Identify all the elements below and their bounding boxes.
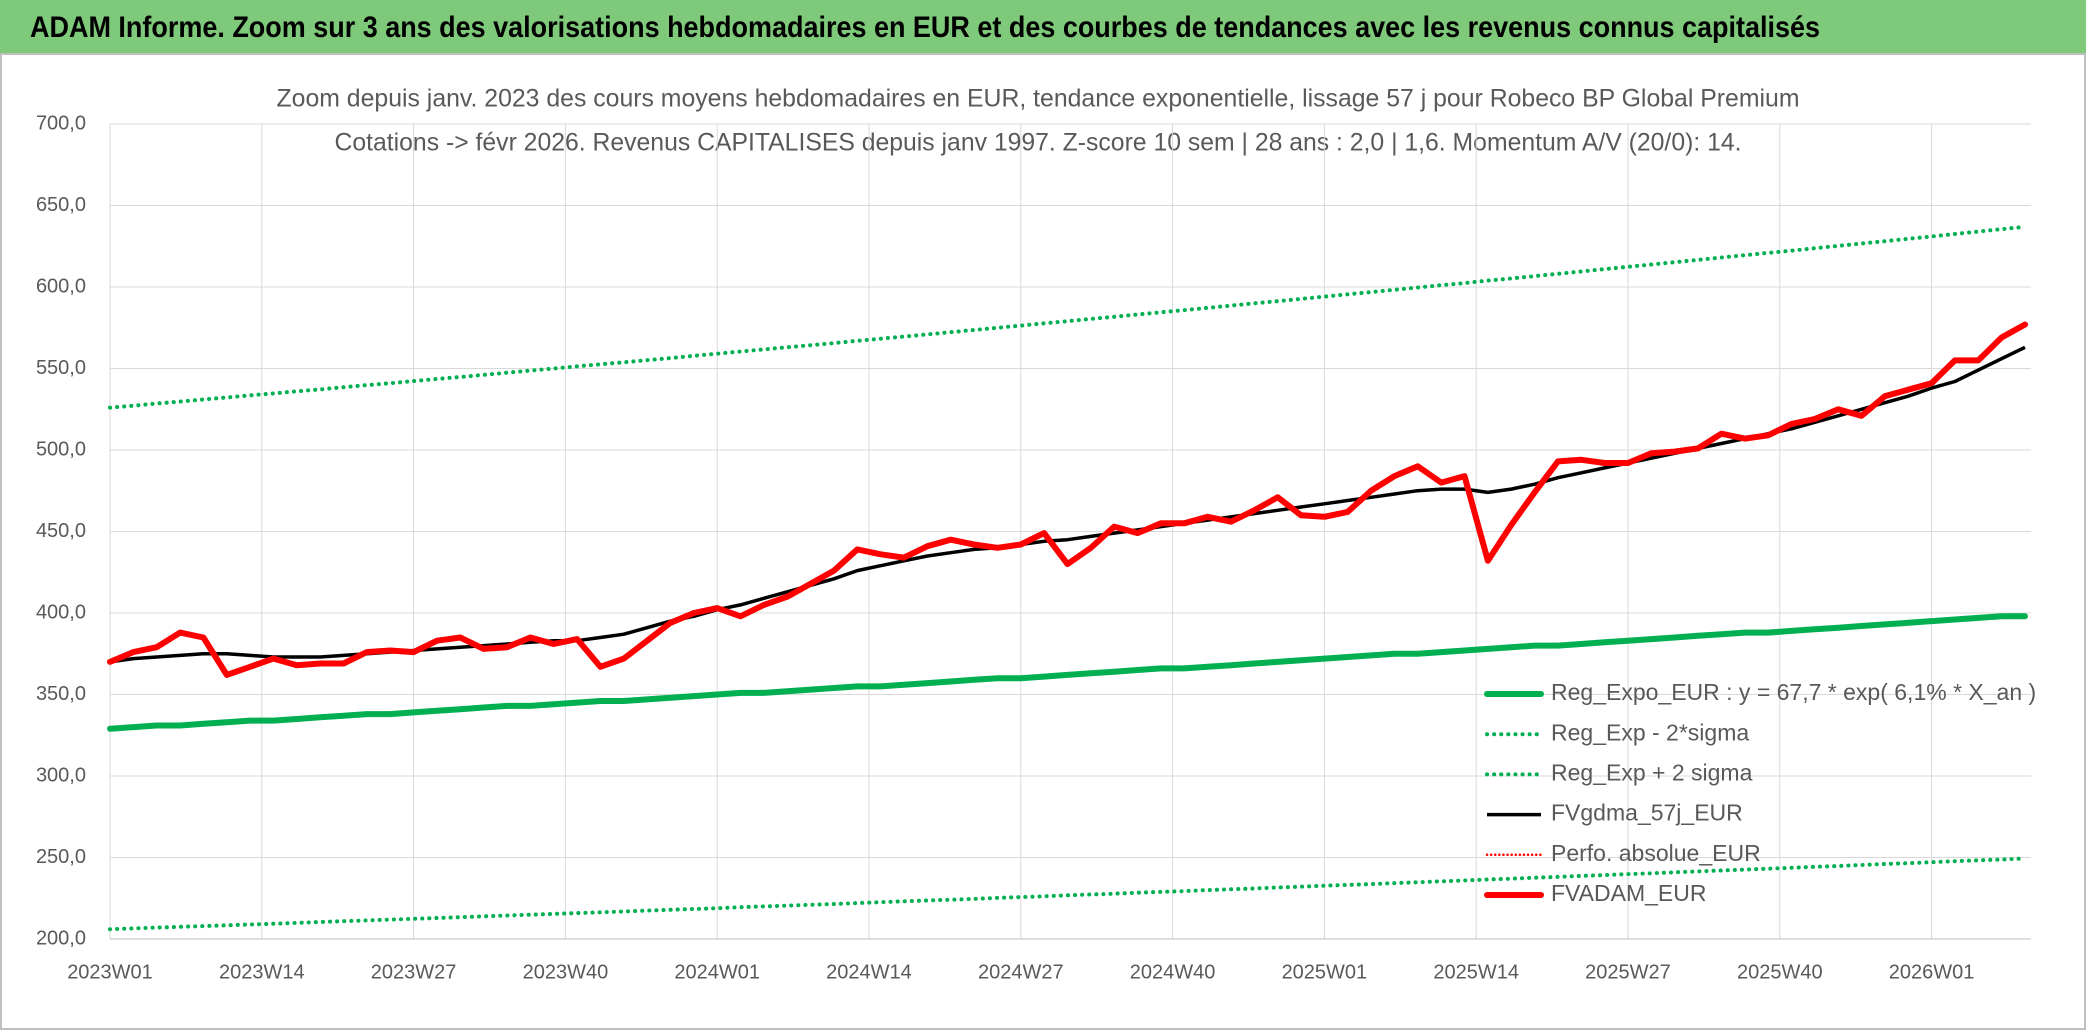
series-line — [107, 321, 2028, 678]
x-tick-label: 2024W40 — [1130, 961, 1216, 983]
x-tick-label: 2023W14 — [219, 961, 305, 983]
x-tick-label: 2025W40 — [1737, 961, 1823, 983]
x-tick-label: 2025W01 — [1282, 961, 1368, 983]
page-title: ADAM Informe. Zoom sur 3 ans des valoris… — [30, 11, 1820, 44]
y-tick-label: 300,0 — [36, 764, 86, 786]
subtitle: Cotations -> févr 2026. Revenus CAPITALI… — [335, 129, 1742, 157]
y-tick-label: 400,0 — [36, 601, 86, 623]
legend-label: Reg_Exp - 2*sigma — [1551, 719, 1749, 745]
x-tick-label: 2024W27 — [978, 961, 1064, 983]
x-tick-label: 2023W40 — [523, 961, 609, 983]
y-tick-label: 700,0 — [36, 112, 86, 134]
y-tick-label: 250,0 — [36, 846, 86, 868]
x-tick-label: 2024W14 — [826, 961, 912, 983]
legend-label: Reg_Expo_EUR : y = 67,7 * exp( 6,1% * X_… — [1551, 679, 2036, 705]
legend-label: FVgdma_57j_EUR — [1551, 800, 1743, 826]
x-tick-label: 2025W14 — [1433, 961, 1519, 983]
y-tick-label: 650,0 — [36, 194, 86, 216]
y-tick-label: 600,0 — [36, 275, 86, 297]
x-tick-label: 2023W01 — [67, 961, 153, 983]
subtitle: Zoom depuis janv. 2023 des cours moyens … — [277, 85, 1800, 113]
x-tick-label: 2026W01 — [1889, 961, 1975, 983]
y-tick-label: 550,0 — [36, 357, 86, 379]
series-line — [108, 856, 2027, 932]
y-tick-label: 200,0 — [36, 927, 86, 949]
legend-label: Reg_Exp + 2 sigma — [1551, 759, 1753, 785]
series-line — [107, 613, 2028, 732]
legend: Reg_Expo_EUR : y = 67,7 * exp( 6,1% * X_… — [1484, 679, 2036, 906]
x-tick-label: 2025W27 — [1585, 961, 1671, 983]
x-tick-label: 2023W27 — [371, 961, 457, 983]
legend-label: FVADAM_EUR — [1551, 880, 1707, 906]
legend-label: Perfo. absolue_EUR — [1551, 840, 1761, 866]
y-tick-label: 350,0 — [36, 683, 86, 705]
header-bar — [0, 0, 2086, 54]
series-line — [108, 224, 2027, 410]
y-tick-label: 450,0 — [36, 520, 86, 542]
y-tick-label: 500,0 — [36, 438, 86, 460]
x-tick-label: 2024W01 — [674, 961, 760, 983]
